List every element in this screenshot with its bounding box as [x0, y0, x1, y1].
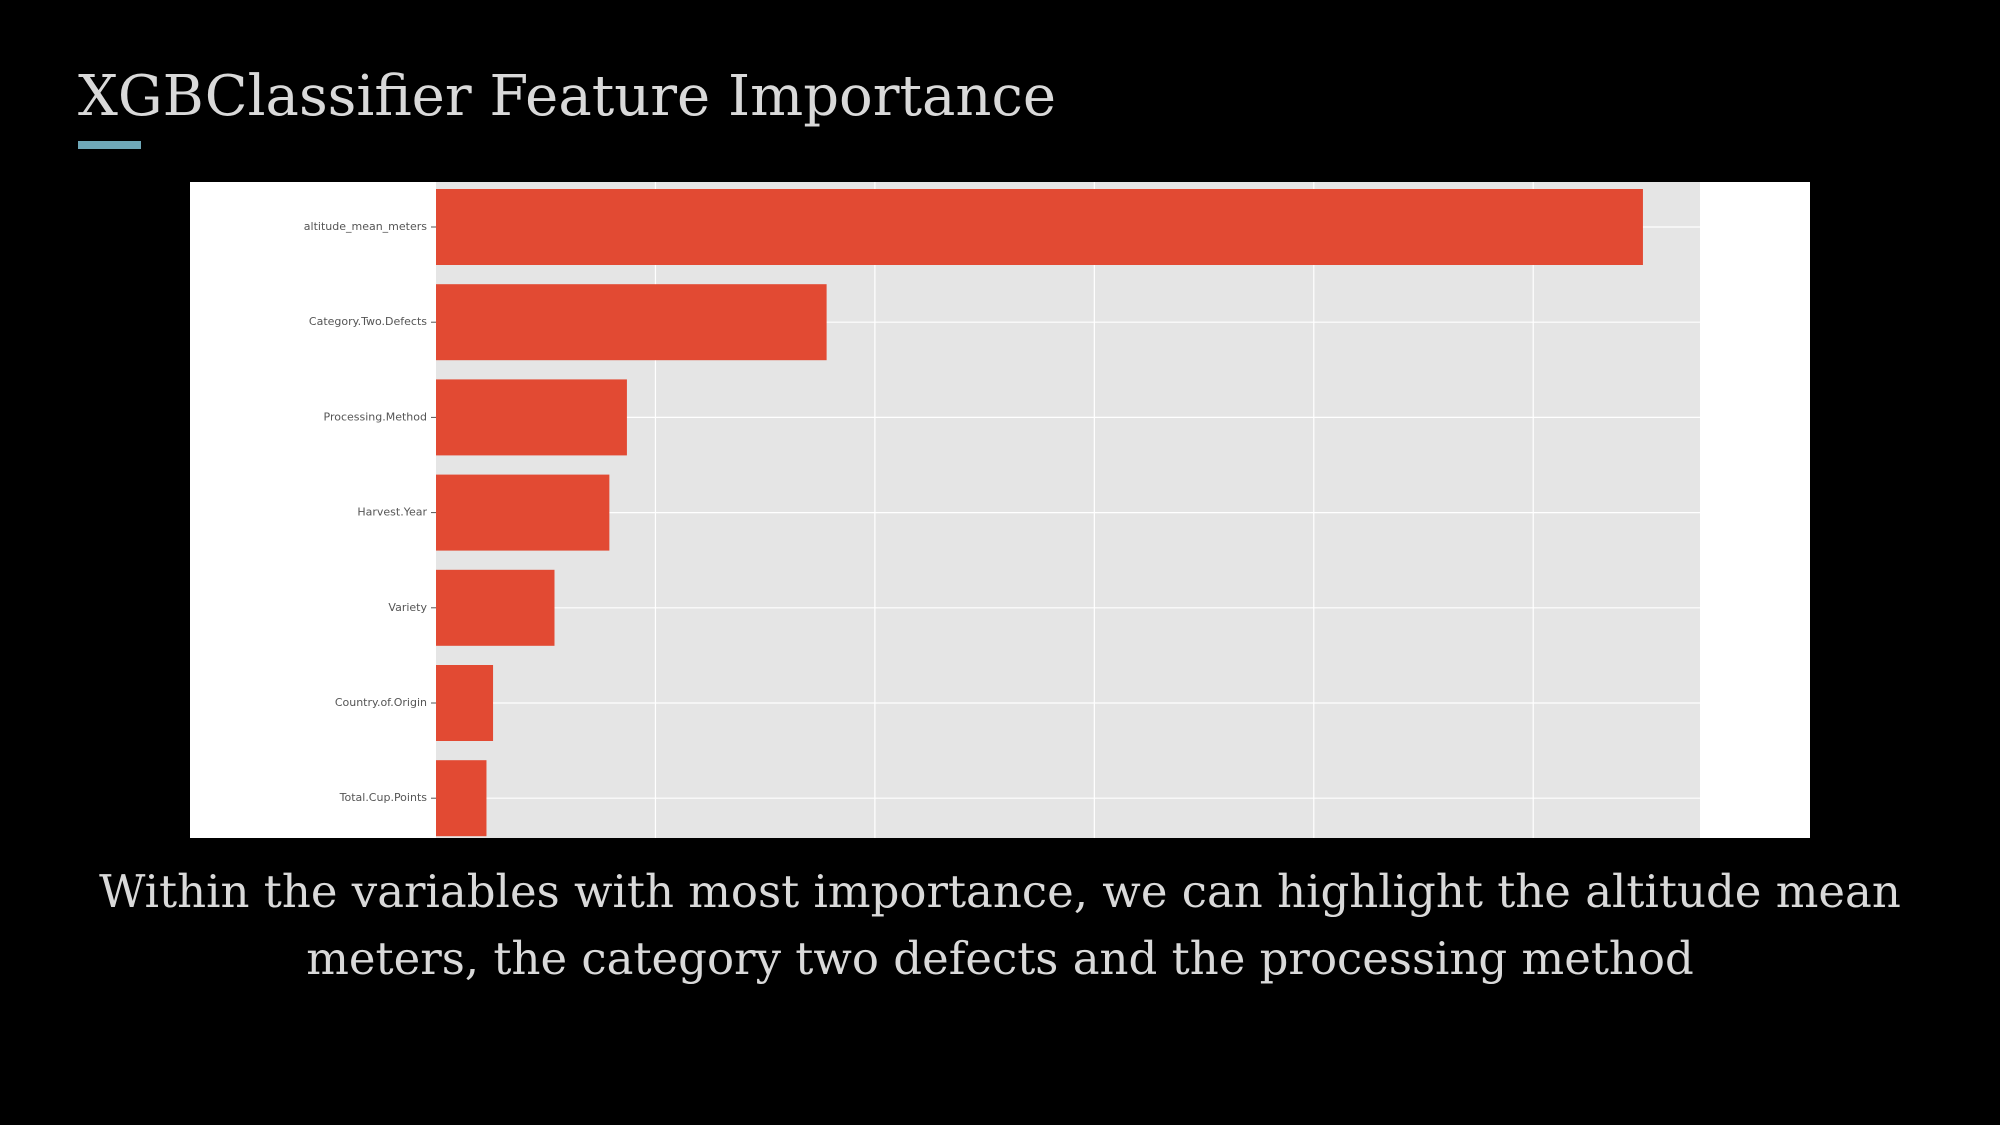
bar-harvest-year: [436, 474, 610, 551]
slide-caption: Within the variables with most importanc…: [99, 865, 1901, 985]
bar-processing-method: [436, 379, 627, 456]
y-tick-label: Total.Cup.Points: [339, 791, 428, 804]
y-tick-labels: altitude_mean_meters Category.Two.Defects…: [304, 220, 428, 804]
y-tick-label: Variety: [388, 601, 427, 614]
bar-country-of-origin: [436, 665, 494, 741]
bar-variety: [436, 569, 555, 646]
bars: [436, 189, 1643, 837]
feature-importance-chart: altitude_mean_meters Category.Two.Defects…: [190, 182, 1810, 838]
bar-total-cup-points: [436, 760, 487, 837]
title-accent-underline: [78, 141, 141, 149]
y-tick-label: Harvest.Year: [357, 506, 427, 519]
y-tick-label: altitude_mean_meters: [304, 220, 427, 233]
chart-svg: altitude_mean_meters Category.Two.Defects…: [304, 182, 1700, 838]
slide-title: XGBClassifier Feature Importance: [78, 64, 1057, 129]
y-tick-label: Country.of.Origin: [335, 696, 427, 709]
bar-category-two-defects: [436, 284, 827, 361]
vertical-gridlines: [654, 182, 1534, 838]
plot-area-background: [436, 182, 1700, 838]
y-tick-marks: [431, 226, 436, 799]
y-tick-label: Category.Two.Defects: [309, 315, 427, 328]
y-tick-label: Processing.Method: [324, 410, 428, 423]
bar-altitude-mean-meters: [436, 189, 1643, 265]
